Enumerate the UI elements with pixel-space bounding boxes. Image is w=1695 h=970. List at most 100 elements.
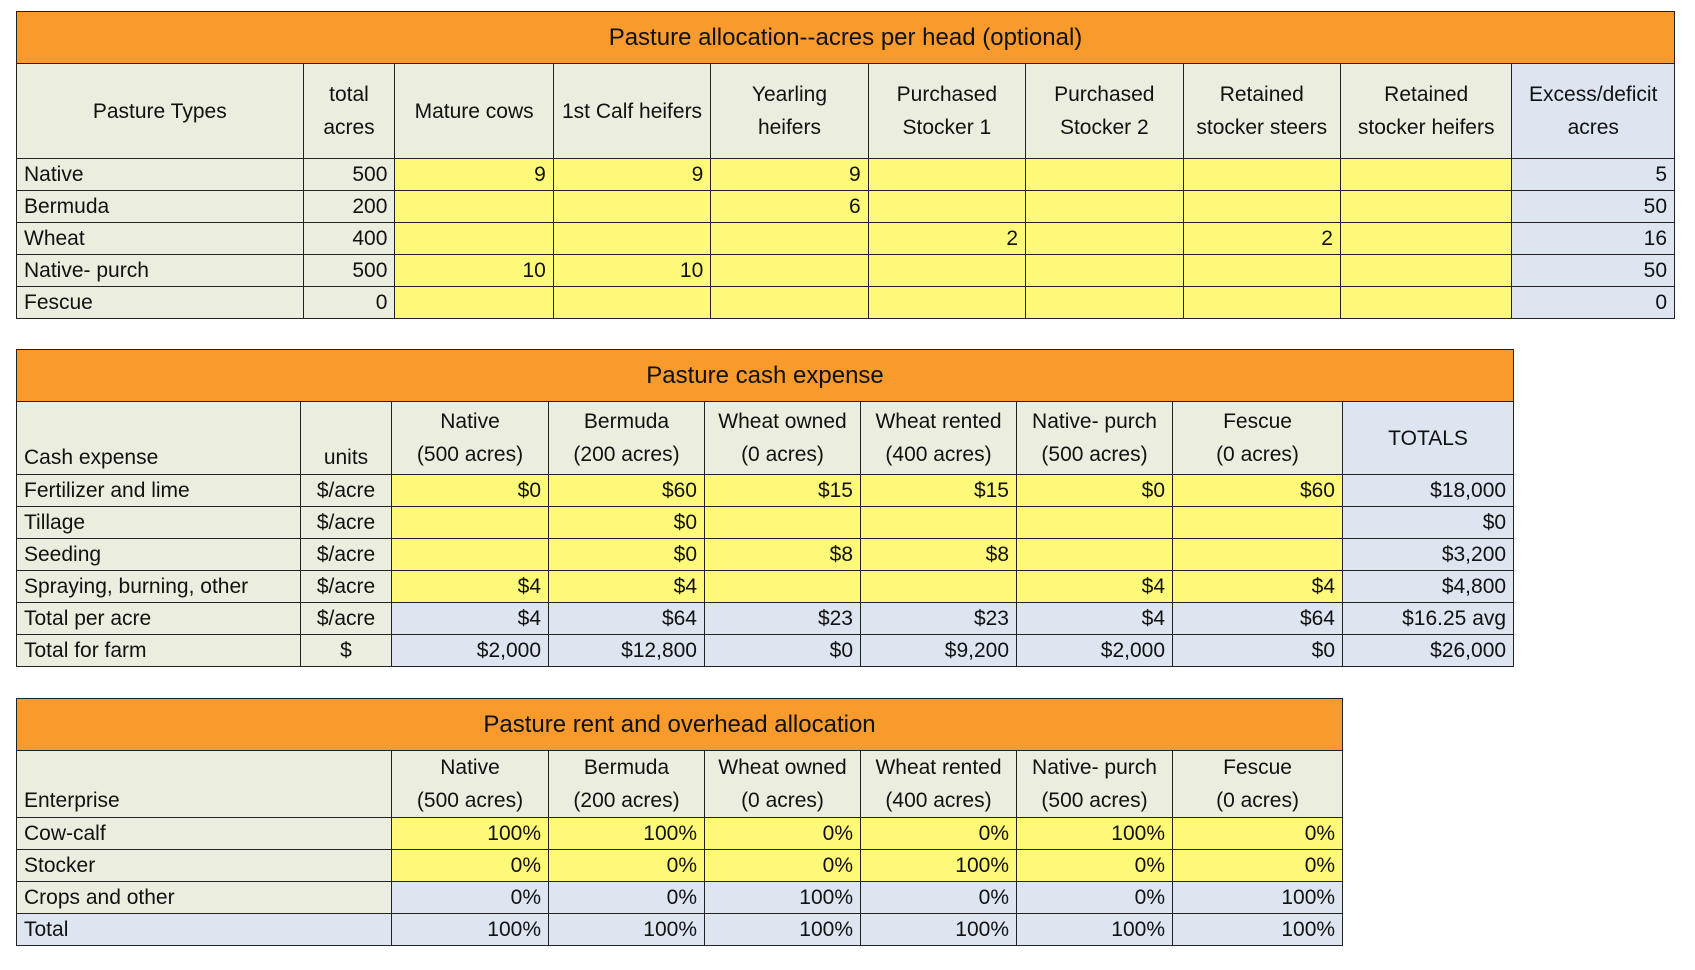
section-title: Pasture cash expense — [15, 349, 1515, 402]
calc-cell: 0% — [391, 881, 549, 914]
row-label: Total per acre — [16, 602, 301, 635]
input-cell[interactable] — [867, 158, 1027, 191]
table-row: Fertilizer and lime $/acre $0 $60 $15 $1… — [16, 474, 1515, 507]
input-cell[interactable] — [1025, 222, 1184, 255]
input-cell[interactable] — [704, 570, 861, 603]
pasture-cash-expense-table: Pasture cash expense Cash expense units … — [15, 349, 1515, 667]
input-cell[interactable] — [391, 538, 549, 571]
input-cell[interactable]: 9 — [710, 158, 869, 191]
input-cell[interactable]: $0 — [548, 538, 705, 571]
excess-deficit-cell: 0 — [1511, 286, 1675, 319]
row-label: Total — [16, 913, 392, 946]
excess-deficit-cell: 16 — [1511, 222, 1675, 255]
totals-cell: $18,000 — [1341, 474, 1515, 507]
input-cell[interactable]: 10 — [552, 254, 712, 287]
input-cell[interactable]: 0% — [548, 849, 705, 882]
input-cell[interactable]: 100% — [548, 817, 705, 850]
column-header-fescue: Fescue (0 acres) — [1172, 401, 1343, 475]
input-cell[interactable]: $4 — [1016, 570, 1173, 603]
input-cell[interactable] — [552, 222, 712, 255]
row-label: Spraying, burning, other — [16, 570, 301, 603]
input-cell[interactable]: $4 — [1172, 570, 1343, 603]
input-cell[interactable]: 0% — [704, 849, 861, 882]
input-cell[interactable] — [1016, 538, 1173, 571]
input-cell[interactable] — [394, 190, 554, 223]
input-cell[interactable]: 0% — [1016, 849, 1173, 882]
input-cell[interactable]: $15 — [704, 474, 861, 507]
input-cell[interactable] — [1339, 190, 1513, 223]
input-cell[interactable] — [391, 506, 549, 539]
calc-cell: 100% — [1171, 913, 1344, 946]
calc-cell: 0% — [548, 881, 705, 914]
column-header-wheat-owned: Wheat owned (0 acres) — [704, 401, 861, 475]
input-cell[interactable] — [394, 222, 554, 255]
input-cell[interactable]: 100% — [391, 817, 549, 850]
calc-cell: $9,200 — [860, 634, 1017, 667]
calc-cell: $23 — [704, 602, 861, 635]
input-cell[interactable]: $0 — [391, 474, 549, 507]
input-cell[interactable]: $60 — [548, 474, 705, 507]
input-cell[interactable]: $4 — [391, 570, 549, 603]
input-cell[interactable] — [867, 286, 1027, 319]
input-cell[interactable]: 9 — [552, 158, 712, 191]
row-label: Total for farm — [16, 634, 301, 667]
input-cell[interactable]: 2 — [1182, 222, 1341, 255]
input-cell[interactable] — [1182, 158, 1341, 191]
input-cell[interactable]: $15 — [860, 474, 1017, 507]
totals-cell: $0 — [1341, 506, 1515, 539]
input-cell[interactable] — [1339, 222, 1513, 255]
input-cell[interactable]: 9 — [394, 158, 554, 191]
totals-cell: $26,000 — [1341, 634, 1515, 667]
input-cell[interactable]: 10 — [394, 254, 554, 287]
input-cell[interactable] — [1182, 190, 1341, 223]
input-cell[interactable]: 0% — [704, 817, 861, 850]
input-cell[interactable] — [1172, 538, 1343, 571]
column-header-native-purch: Native- purch (500 acres) — [1016, 401, 1173, 475]
row-label: Cow-calf — [16, 817, 392, 850]
input-cell[interactable]: 0% — [1171, 817, 1344, 850]
input-cell[interactable]: 100% — [860, 849, 1017, 882]
input-cell[interactable]: $0 — [1016, 474, 1173, 507]
input-cell[interactable] — [1025, 254, 1184, 287]
input-cell[interactable] — [704, 506, 861, 539]
input-cell[interactable] — [552, 190, 712, 223]
input-cell[interactable] — [710, 286, 869, 319]
input-cell[interactable] — [1182, 286, 1341, 319]
input-cell[interactable] — [1025, 286, 1184, 319]
input-cell[interactable] — [552, 286, 712, 319]
input-cell[interactable] — [1172, 506, 1343, 539]
input-cell[interactable] — [710, 222, 869, 255]
input-cell[interactable]: 0% — [1171, 849, 1344, 882]
input-cell[interactable]: 100% — [1016, 817, 1173, 850]
input-cell[interactable] — [710, 254, 869, 287]
input-cell[interactable] — [1016, 506, 1173, 539]
input-cell[interactable]: $0 — [548, 506, 705, 539]
input-cell[interactable] — [867, 254, 1027, 287]
input-cell[interactable] — [860, 570, 1017, 603]
input-cell[interactable] — [1025, 158, 1184, 191]
total-acres-cell: 500 — [302, 254, 396, 287]
input-cell[interactable]: $8 — [860, 538, 1017, 571]
input-cell[interactable] — [867, 190, 1027, 223]
units-cell: $/acre — [300, 570, 392, 603]
units-cell: $/acre — [300, 506, 392, 539]
input-cell[interactable] — [394, 286, 554, 319]
input-cell[interactable] — [1339, 158, 1513, 191]
input-cell[interactable]: 6 — [710, 190, 869, 223]
calc-cell: $4 — [391, 602, 549, 635]
total-acres-cell: 500 — [302, 158, 396, 191]
input-cell[interactable] — [1025, 190, 1184, 223]
input-cell[interactable] — [860, 506, 1017, 539]
input-cell[interactable]: $60 — [1172, 474, 1343, 507]
table-row: Stocker 0% 0% 0% 100% 0% 0% — [16, 849, 1344, 882]
input-cell[interactable]: $4 — [548, 570, 705, 603]
input-cell[interactable]: 0% — [391, 849, 549, 882]
input-cell[interactable]: 0% — [860, 817, 1017, 850]
input-cell[interactable]: $8 — [704, 538, 861, 571]
pasture-allocation-table: Pasture allocation--acres per head (opti… — [16, 11, 1675, 319]
input-cell[interactable] — [1339, 254, 1513, 287]
row-label: Native- purch — [16, 254, 304, 287]
input-cell[interactable] — [1339, 286, 1513, 319]
input-cell[interactable] — [1182, 254, 1341, 287]
input-cell[interactable]: 2 — [867, 222, 1027, 255]
